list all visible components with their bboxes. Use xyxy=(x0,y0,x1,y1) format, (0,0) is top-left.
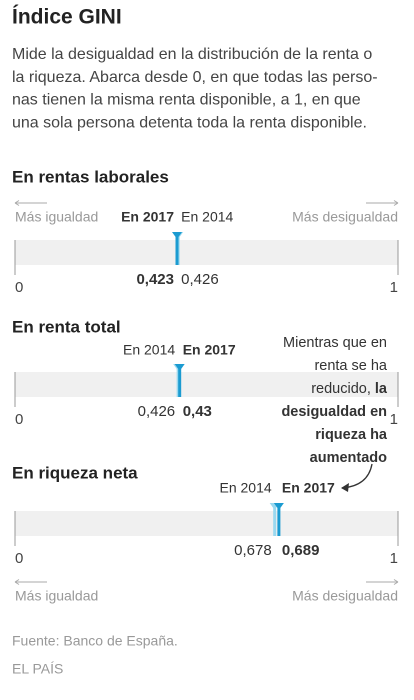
description-line: nas tienen la misma renta disponible, a … xyxy=(12,92,361,109)
value-label: 0,678 xyxy=(234,542,272,559)
strip xyxy=(15,240,398,265)
title: Índice GINI xyxy=(12,6,122,29)
end-arrow xyxy=(14,579,47,585)
value-label: 0,43 xyxy=(183,403,212,420)
end-label: Más igualdad xyxy=(15,209,98,225)
x-tick-label: 1 xyxy=(390,279,398,296)
end-label: Más desigualdad xyxy=(292,209,398,225)
annotation-line: Mientras que en xyxy=(283,335,387,351)
value-label: 0,689 xyxy=(282,542,320,559)
description-line: Mide la desigualdad en la distribución d… xyxy=(12,46,372,63)
series-label: En 2014 xyxy=(181,209,233,225)
annotation-line: riqueza ha xyxy=(315,427,388,443)
x-tick-label: 0 xyxy=(15,550,23,567)
annotation-line: desigualdad en xyxy=(281,404,387,420)
end-arrow xyxy=(14,200,47,206)
annotation-span: riqueza ha xyxy=(315,427,388,443)
x-tick-label: 0 xyxy=(15,279,23,296)
strip xyxy=(15,372,398,397)
annotation-span: renta se ha xyxy=(314,358,387,374)
strip xyxy=(15,511,398,536)
value-label: 0,426 xyxy=(181,271,219,288)
x-tick-label: 1 xyxy=(390,411,398,428)
series-label: En 2017 xyxy=(282,480,335,496)
annotation-span: la xyxy=(371,381,388,397)
annotation-arrowhead xyxy=(341,483,349,492)
end-arrow xyxy=(366,579,399,585)
annotation-span: desigualdad en xyxy=(281,404,387,420)
series-label: En 2017 xyxy=(183,342,236,358)
marker-triangle xyxy=(172,232,183,239)
credit: EL PAÍS xyxy=(12,661,63,677)
end-label: Más desigualdad xyxy=(292,588,398,604)
end-arrow xyxy=(366,200,399,206)
series-label: En 2014 xyxy=(123,342,175,358)
description-line: la riqueza. Abarca desde 0, en que todas… xyxy=(12,69,378,86)
marker-triangle xyxy=(174,364,185,371)
x-tick-label: 0 xyxy=(15,411,23,428)
annotation-line: reducido, la xyxy=(311,381,388,397)
series-label: En 2014 xyxy=(220,480,272,496)
annotation-arrow xyxy=(341,463,373,489)
end-label: Más igualdad xyxy=(15,588,98,604)
marker-triangle xyxy=(273,503,284,510)
annotation-span: reducido, xyxy=(311,381,371,397)
annotation-span: aumentado xyxy=(310,450,387,466)
source: Fuente: Banco de España. xyxy=(12,633,178,649)
chart-title: En riqueza neta xyxy=(12,463,138,482)
annotation-line: renta se ha xyxy=(314,358,387,374)
description-line: una sola persona detenta toda la renta d… xyxy=(12,114,367,131)
annotation-span: Mientras que en xyxy=(283,335,387,351)
annotation-line: aumentado xyxy=(310,450,387,466)
series-label: En 2017 xyxy=(121,209,174,225)
value-label: 0,423 xyxy=(136,271,174,288)
value-label: 0,426 xyxy=(138,403,176,420)
chart-title: En renta total xyxy=(12,317,121,336)
x-tick-label: 1 xyxy=(390,550,398,567)
chart-title: En rentas laborales xyxy=(12,167,169,186)
